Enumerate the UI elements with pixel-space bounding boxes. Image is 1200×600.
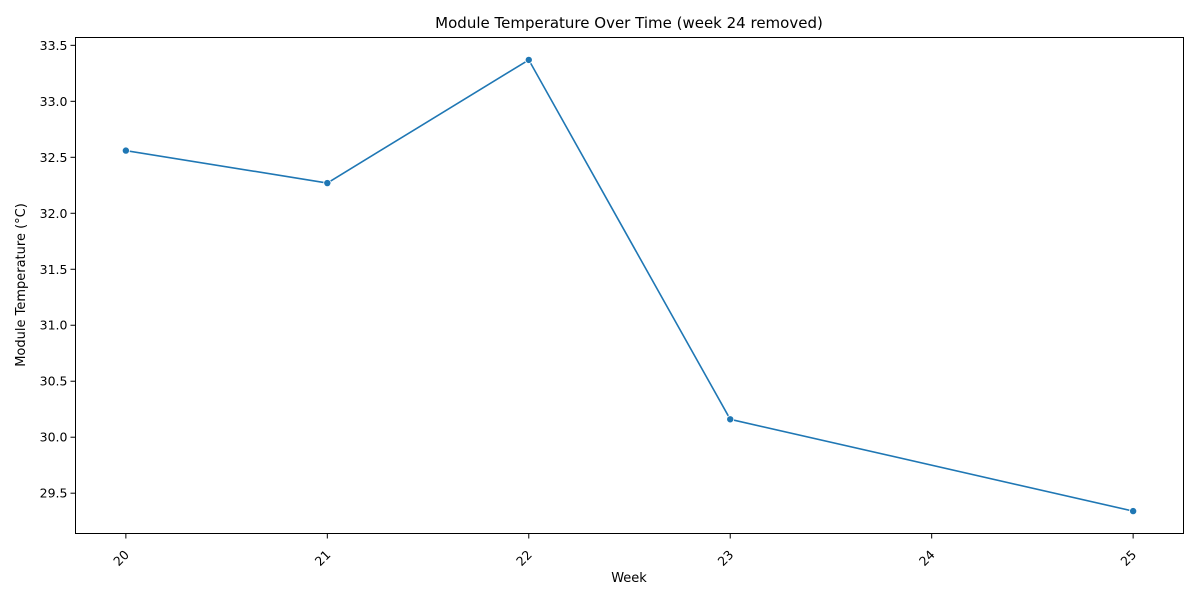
x-tick-label: 20 — [110, 547, 132, 569]
data-point — [121, 146, 130, 155]
x-tick-label: 23 — [714, 547, 736, 569]
data-point — [1129, 507, 1138, 516]
y-tick-label: 33.0 — [40, 94, 68, 109]
chart-title: Module Temperature Over Time (week 24 re… — [435, 14, 823, 32]
x-tick-label: 21 — [312, 547, 334, 569]
plot-frame — [75, 37, 1184, 534]
data-point — [726, 415, 735, 424]
y-tick-label: 31.5 — [40, 262, 68, 277]
x-tick-label: 25 — [1117, 547, 1139, 569]
x-axis-label: Week — [611, 571, 647, 586]
y-tick-label: 31.0 — [40, 318, 68, 333]
y-tick-label: 32.0 — [40, 206, 68, 221]
plot-area: 20 21 22 23 24 25 29.5 30.0 30.5 31.0 31.5 32.0 32.5… — [40, 38, 1140, 569]
y-tick-label: 30.0 — [40, 430, 68, 445]
y-tick-label: 29.5 — [40, 486, 68, 501]
data-point — [323, 179, 332, 188]
y-tick-label: 33.5 — [40, 38, 68, 53]
x-tick-label: 22 — [513, 547, 535, 569]
y-tick-label: 32.5 — [40, 150, 68, 165]
y-tick-label: 30.5 — [40, 374, 68, 389]
x-tick-label: 24 — [916, 547, 938, 569]
y-axis-label: Module Temperature (°C) — [14, 203, 29, 367]
data-point — [524, 55, 533, 64]
series-line — [125, 59, 1134, 512]
